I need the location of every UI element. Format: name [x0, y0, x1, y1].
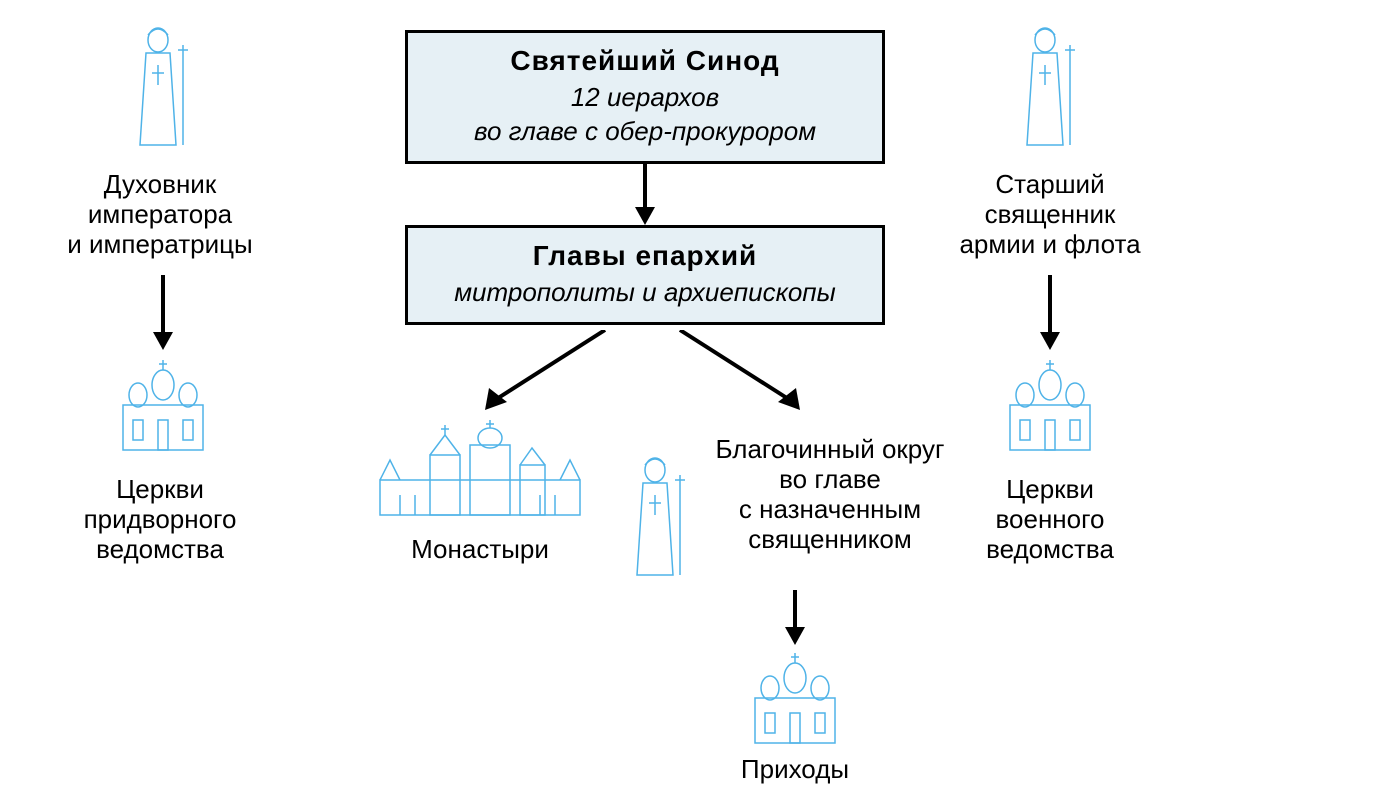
deanery-line2: во главе — [779, 464, 881, 494]
synod-title: Святейший Синод — [428, 45, 862, 77]
left-bottom-line3: ведомства — [96, 534, 224, 564]
right-bottom-line3: ведомства — [986, 534, 1114, 564]
parishes-church-icon — [740, 648, 850, 748]
arrow-left-branch — [148, 275, 178, 355]
deanery-line4: священником — [748, 524, 911, 554]
synod-sub-line1: 12 иерархов — [571, 82, 719, 112]
right-top-line3: армии и флота — [959, 229, 1140, 259]
left-priest-icon — [128, 25, 198, 155]
left-top-line1: Духовник — [104, 169, 216, 199]
arrow-synod-eparchy — [630, 163, 660, 230]
left-bottom-line2: придворного — [84, 504, 237, 534]
arrow-right-branch — [1035, 275, 1065, 355]
synod-subtitle: 12 иерархов во главе с обер-прокурором — [428, 81, 862, 149]
arrow-deanery-parishes — [780, 590, 810, 650]
arrow-eparchy-monasteries — [475, 330, 615, 425]
eparchy-box: Главы епархий митрополиты и архиепископы — [405, 225, 885, 325]
right-bottom-line1: Церкви — [1006, 474, 1094, 504]
right-top-line1: Старший — [995, 169, 1104, 199]
left-top-line3: и императрицы — [67, 229, 253, 259]
right-top-label: Старший священник армии и флота — [930, 170, 1170, 260]
arrow-eparchy-deanery — [670, 330, 810, 425]
synod-sub-line2: во главе с обер-прокурором — [474, 116, 816, 146]
left-bottom-label: Церкви придворного ведомства — [55, 475, 265, 565]
right-bottom-label: Церкви военного ведомства — [950, 475, 1150, 565]
left-top-line2: императора — [88, 199, 232, 229]
synod-box: Святейший Синод 12 иерархов во главе с о… — [405, 30, 885, 164]
right-church-icon — [995, 355, 1105, 455]
monastery-icon — [370, 420, 590, 520]
deanery-label: Благочинный округ во главе с назначенным… — [700, 435, 960, 555]
deanery-line3: с назначенным — [739, 494, 921, 524]
eparchy-title: Главы епархий — [428, 240, 862, 272]
left-bottom-line1: Церкви — [116, 474, 204, 504]
left-church-icon — [108, 355, 218, 455]
parishes-label: Приходы — [730, 755, 860, 785]
right-top-line2: священник — [985, 199, 1116, 229]
right-priest-icon — [1015, 25, 1085, 155]
deanery-priest-icon — [625, 455, 695, 585]
left-top-label: Духовник императора и императрицы — [30, 170, 290, 260]
monasteries-label: Монастыри — [395, 535, 565, 565]
right-bottom-line2: военного — [996, 504, 1105, 534]
eparchy-subtitle: митрополиты и архиепископы — [428, 276, 862, 310]
deanery-line1: Благочинный округ — [716, 434, 945, 464]
